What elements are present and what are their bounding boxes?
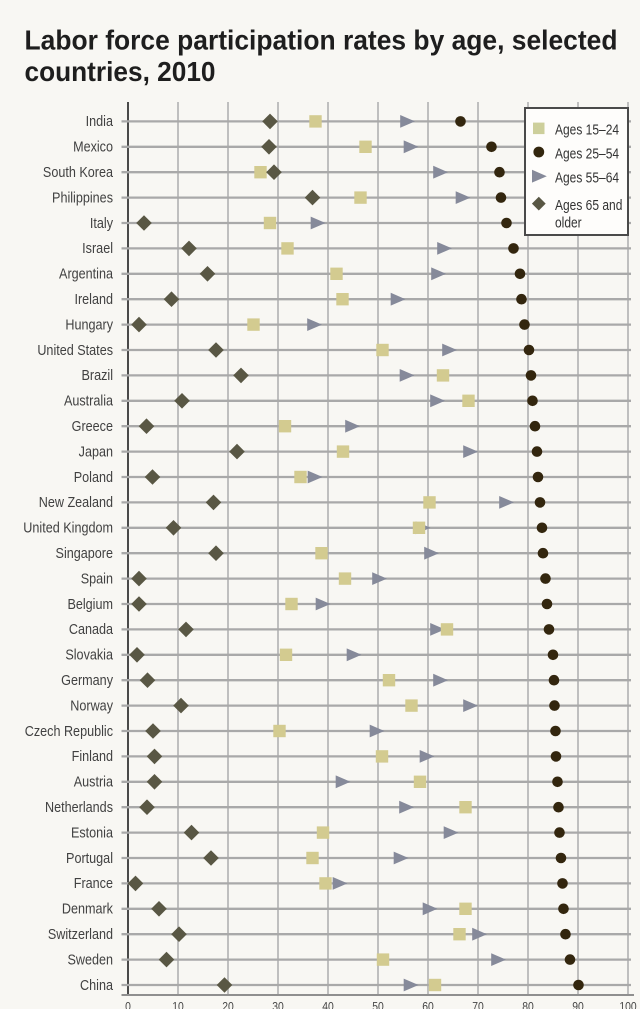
- svg-text:10: 10: [172, 1001, 184, 1009]
- svg-text:40: 40: [322, 1001, 334, 1009]
- svg-text:Belgium: Belgium: [67, 596, 113, 612]
- svg-text:Denmark: Denmark: [62, 901, 113, 917]
- svg-text:Argentina: Argentina: [59, 266, 113, 282]
- svg-text:Ireland: Ireland: [74, 291, 113, 307]
- svg-text:Philippines: Philippines: [52, 190, 113, 206]
- svg-text:Ages 25–54: Ages 25–54: [555, 145, 619, 162]
- svg-text:Switzerland: Switzerland: [48, 926, 113, 942]
- svg-text:Brazil: Brazil: [81, 367, 113, 383]
- svg-text:Sweden: Sweden: [67, 952, 113, 968]
- svg-text:50: 50: [372, 1001, 384, 1009]
- svg-text:Norway: Norway: [70, 698, 113, 714]
- svg-text:Mexico: Mexico: [73, 139, 113, 155]
- svg-text:Spain: Spain: [81, 571, 113, 587]
- svg-text:Australia: Australia: [64, 393, 113, 409]
- svg-text:Japan: Japan: [79, 444, 113, 460]
- svg-text:Ages 15–24: Ages 15–24: [555, 121, 619, 138]
- svg-text:Poland: Poland: [74, 469, 113, 485]
- svg-text:20: 20: [222, 1001, 234, 1009]
- svg-text:Ages 55–64: Ages 55–64: [555, 169, 619, 186]
- svg-text:Austria: Austria: [74, 774, 114, 790]
- svg-text:Greece: Greece: [72, 418, 113, 434]
- svg-text:80: 80: [522, 1001, 534, 1009]
- svg-text:30: 30: [272, 1001, 284, 1009]
- svg-text:Singapore: Singapore: [56, 545, 113, 561]
- svg-text:Portugal: Portugal: [66, 850, 113, 866]
- svg-text:United States: United States: [37, 342, 113, 358]
- svg-text:Netherlands: Netherlands: [45, 799, 113, 815]
- svg-text:older: older: [555, 214, 582, 231]
- svg-text:France: France: [74, 875, 113, 891]
- svg-text:Israel: Israel: [82, 240, 113, 256]
- svg-text:100: 100: [619, 1001, 636, 1009]
- svg-text:70: 70: [472, 1001, 484, 1009]
- svg-text:Slovakia: Slovakia: [65, 647, 113, 663]
- svg-text:India: India: [86, 113, 114, 129]
- svg-text:United Kingdom: United Kingdom: [23, 520, 113, 536]
- svg-text:New Zealand: New Zealand: [39, 494, 113, 510]
- svg-text:Labor force participation rate: Labor force participation rates by age, …: [25, 25, 618, 56]
- svg-text:Germany: Germany: [61, 672, 113, 688]
- svg-text:Ages 65 and: Ages 65 and: [555, 197, 622, 214]
- svg-text:Czech Republic: Czech Republic: [25, 723, 113, 739]
- svg-text:Hungary: Hungary: [65, 317, 113, 333]
- svg-text:Estonia: Estonia: [71, 825, 113, 841]
- svg-text:countries, 2010: countries, 2010: [25, 56, 216, 87]
- svg-text:Finland: Finland: [72, 748, 113, 764]
- svg-text:Canada: Canada: [69, 621, 114, 637]
- svg-text:Italy: Italy: [90, 215, 113, 231]
- svg-text:South Korea: South Korea: [43, 164, 113, 180]
- svg-text:0: 0: [125, 1001, 131, 1009]
- svg-text:90: 90: [572, 1001, 584, 1009]
- svg-text:60: 60: [422, 1001, 434, 1009]
- svg-text:China: China: [80, 977, 113, 993]
